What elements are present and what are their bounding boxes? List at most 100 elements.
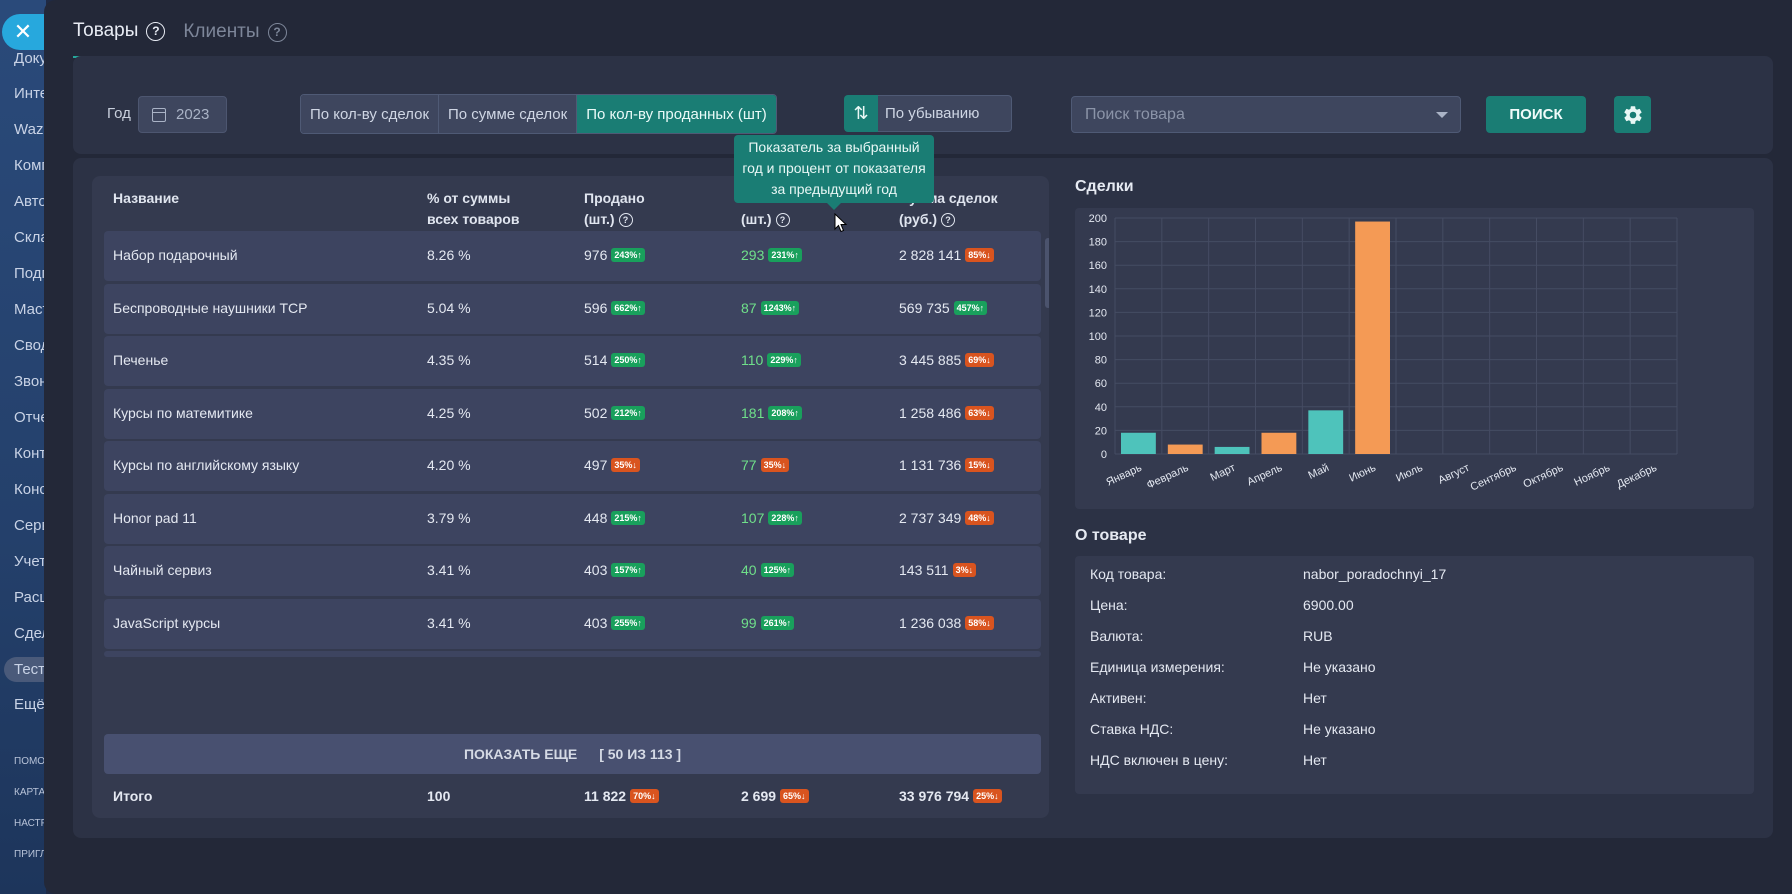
chart-bar <box>1167 444 1203 454</box>
product-search-select[interactable]: Поиск товара <box>1071 96 1461 133</box>
sidebar-item[interactable]: Маст <box>14 301 46 318</box>
sidebar-footer-item[interactable]: ПОМО <box>14 756 46 767</box>
sort-arrows-icon: ⇅ <box>853 103 869 123</box>
sort-order-select[interactable]: По убыванию <box>878 95 1012 132</box>
trend-badge: 215%↑ <box>611 511 645 525</box>
cell-units: 87 1243%↑ <box>741 300 800 316</box>
segment-by-units-sold[interactable]: По кол-ву проданных (шт) <box>577 95 776 133</box>
column-header-percent[interactable]: % от суммы всех товаров <box>427 188 519 230</box>
cell-percent: 8.26 % <box>427 247 471 263</box>
column-header-sold[interactable]: Продано (шт.)? <box>584 188 645 230</box>
chart-x-tick-label: Сентябрь <box>1469 462 1519 494</box>
header-label: (шт.) <box>741 211 772 227</box>
help-icon[interactable]: ? <box>941 213 956 228</box>
sidebar-item[interactable]: Конс <box>14 481 46 498</box>
table-row[interactable]: Курсы по английскому языку 4.20 % 497 35%↓ 7… <box>104 441 1041 491</box>
sidebar-item[interactable]: Доку <box>14 50 46 67</box>
total-row: Итого 100 11 822 70%↓ 2 699 65%↓ 33 976 79… <box>92 783 1049 813</box>
column-header-units[interactable]: (шт.)? <box>741 209 790 230</box>
cell-sold: 448 215%↑ <box>584 510 645 526</box>
total-units: 2 699 65%↓ <box>741 788 809 804</box>
sidebar-item[interactable]: Сдел <box>14 625 46 642</box>
chart-y-tick-label: 160 <box>1089 260 1107 272</box>
background-sidebar: Доку Инте Wazz Комп Авто Скла Подг Маст … <box>0 0 46 894</box>
sidebar-item[interactable]: Инте <box>14 85 46 102</box>
product-field-key: НДС включен в цену: <box>1090 752 1228 768</box>
cell-sum: 2 737 349 48%↓ <box>899 510 994 526</box>
sidebar-item[interactable]: Тест <box>14 661 46 678</box>
close-button[interactable]: ✕ <box>2 14 44 50</box>
sidebar-item[interactable]: Расш <box>14 589 46 606</box>
cell-units: 40 125%↑ <box>741 562 795 578</box>
sidebar-item[interactable]: Серв <box>14 517 46 534</box>
table-row[interactable]: JavaScript курсы 3.41 % 403 255%↑ 99 261%↑ 1 2… <box>104 599 1041 649</box>
sidebar-footer-item[interactable]: КАРТА <box>14 787 46 798</box>
settings-button[interactable] <box>1614 96 1651 133</box>
cell-units: 107 228%↑ <box>741 510 802 526</box>
content-area: Название % от суммы всех товаров Продано… <box>73 158 1773 838</box>
sort-direction-button[interactable]: ⇅ <box>844 95 878 132</box>
table-row[interactable]: Печенье 4.35 % 514 250%↑ 110 229%↑ 3 445 885 69… <box>104 336 1041 386</box>
sidebar-item[interactable]: Звон <box>14 373 46 390</box>
table-row[interactable]: Чайный сервиз 3.41 % 403 157%↑ 40 125%↑ 143 51… <box>104 546 1041 596</box>
sidebar-item[interactable]: Свод <box>14 337 46 354</box>
cell-sold: 976 243%↑ <box>584 247 645 263</box>
chart-bar <box>1214 446 1250 454</box>
calendar-icon <box>152 107 166 122</box>
sidebar-item[interactable]: Ещё <box>14 696 45 713</box>
table-row[interactable]: Honor pad 11 3.79 % 448 215%↑ 107 228%↑ 2 737 … <box>104 494 1041 544</box>
sidebar-item[interactable]: Wazz <box>14 121 46 138</box>
sidebar-item[interactable]: Комп <box>14 157 46 174</box>
cell-name: JavaScript курсы <box>113 615 221 631</box>
tab-clients[interactable]: Клиенты ? <box>183 18 287 58</box>
sidebar-item[interactable]: Учет <box>14 553 46 570</box>
product-field-key: Активен: <box>1090 690 1147 706</box>
help-icon[interactable]: ? <box>618 213 633 228</box>
table-row[interactable]: Беспроводные наушники TCP 5.04 % 596 662%↑ 8… <box>104 284 1041 334</box>
sidebar-item[interactable]: Подг <box>14 265 46 282</box>
trend-badge: 261%↑ <box>760 616 795 630</box>
trend-badge: 457%↑ <box>953 301 988 315</box>
help-icon[interactable]: ? <box>146 21 166 41</box>
show-more-button[interactable]: ПОКАЗАТЬ ЕЩЕ [ 50 ИЗ 113 ] <box>104 734 1041 774</box>
column-header-name[interactable]: Название <box>113 188 179 209</box>
product-field-value: Нет <box>1303 752 1327 768</box>
trend-badge: 228%↑ <box>768 511 802 525</box>
chart-bar <box>1121 432 1156 454</box>
deals-bar-chart: 0 20 40 60 80 100 120 140 160 180 200 Январь Февраль… <box>1089 213 1678 494</box>
help-icon[interactable]: ? <box>775 213 790 228</box>
trend-badge: 58%↓ <box>965 616 994 630</box>
sidebar-footer-item[interactable]: ПРИГЛ <box>14 849 46 860</box>
product-field-value: Не указано <box>1303 659 1376 675</box>
year-value: 2023 <box>176 106 210 123</box>
tab-products[interactable]: Товары ? <box>73 18 166 58</box>
table-scrollbar[interactable] <box>1045 238 1049 308</box>
cell-sum: 3 445 885 69%↓ <box>899 352 994 368</box>
chart-y-tick-label: 180 <box>1089 237 1107 249</box>
products-table: Название % от суммы всех товаров Продано… <box>92 176 1049 818</box>
chart-x-tick-label: Ноябрь <box>1572 462 1612 489</box>
segment-by-deal-sum[interactable]: По сумме сделок <box>439 95 578 133</box>
year-picker[interactable]: 2023 <box>138 96 227 133</box>
sidebar-active-pill <box>4 657 46 682</box>
help-icon[interactable]: ? <box>267 22 287 42</box>
sidebar-item[interactable]: Скла <box>14 229 46 246</box>
sidebar-item[interactable]: Конт <box>14 445 46 462</box>
sidebar-item[interactable]: Авто <box>14 193 46 210</box>
chart-bar <box>1261 432 1297 454</box>
cell-name: Беспроводные наушники TCP <box>113 300 308 316</box>
show-more-count: [ 50 ИЗ 113 ] <box>599 746 682 762</box>
search-button[interactable]: ПОИСК <box>1486 96 1586 133</box>
trend-badge: 231%↑ <box>768 248 802 262</box>
table-row[interactable]: Курсы по матемитике 4.25 % 502 212%↑ 181 208%… <box>104 389 1041 439</box>
chart-x-tick-label: Декабрь <box>1615 462 1659 491</box>
segment-by-deal-count[interactable]: По кол-ву сделок <box>301 95 440 133</box>
header-label: Продано <box>584 190 645 206</box>
sidebar-item[interactable]: Отче <box>14 409 46 426</box>
header-label: (шт.) <box>584 211 615 227</box>
cell-percent: 4.35 % <box>427 352 471 368</box>
chart-y-tick-label: 0 <box>1101 449 1107 461</box>
sidebar-footer-item[interactable]: НАСТР <box>14 818 46 829</box>
cell-percent: 4.25 % <box>427 405 471 421</box>
table-row[interactable]: Набор подарочный 8.26 % 976 243%↑ 293 231%↑ 2 … <box>104 231 1041 281</box>
